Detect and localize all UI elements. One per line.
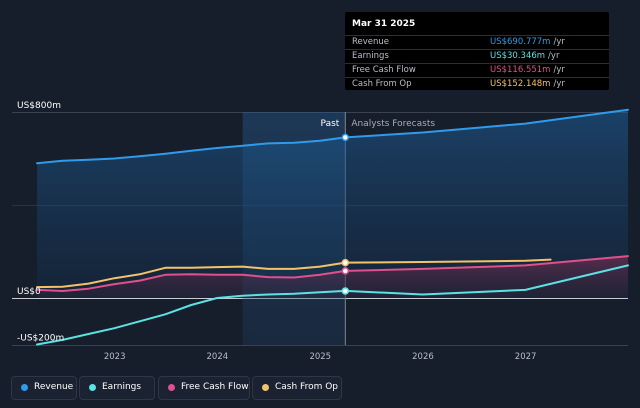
free-cash-flow-area — [37, 256, 628, 298]
legend-label: Earnings — [102, 382, 142, 392]
x-tick-label: 2024 — [207, 352, 229, 362]
tooltip-value-text: US$30.346m — [490, 51, 546, 61]
tooltip-row-revenue: Revenue US$690.777m/yr — [345, 35, 609, 49]
series-line-cash-from-op — [36, 258, 552, 289]
tooltip-unit: /yr — [553, 79, 565, 89]
tooltip-unit: /yr — [553, 65, 565, 75]
past-label: Past — [321, 119, 340, 129]
point-marker-earnings — [341, 287, 350, 295]
tooltip-value-text: US$116.551m — [490, 65, 551, 75]
forecast-label: Analysts Forecasts — [351, 119, 435, 129]
x-tick-label: 2025 — [309, 352, 331, 362]
tooltip-value-text: US$690.777m — [490, 37, 551, 47]
series-line-earnings — [36, 264, 629, 346]
legend-label: Free Cash Flow — [181, 382, 249, 392]
legend-item-free-cash-flow[interactable]: Free Cash Flow — [158, 376, 250, 400]
tooltip-row-earnings: Earnings US$30.346m/yr — [345, 49, 609, 63]
y-tick-label: -US$200m — [17, 334, 64, 344]
y-tick-label: US$800m — [17, 101, 61, 111]
legend-dot-icon — [262, 384, 269, 391]
tooltip-label: Revenue — [352, 37, 390, 47]
legend-dot-icon — [21, 384, 28, 391]
legend-dot-icon — [89, 384, 96, 391]
legend-item-earnings[interactable]: Earnings — [79, 376, 155, 400]
legend-dot-icon — [168, 384, 175, 391]
tooltip-row-free-cash-flow: Free Cash Flow US$116.551m/yr — [345, 63, 609, 77]
legend-item-revenue[interactable]: Revenue — [11, 376, 77, 400]
tooltip-date: Mar 31 2025 — [352, 19, 416, 29]
tooltip-value-text: US$152.148m — [490, 79, 551, 89]
legend-label: Revenue — [34, 382, 74, 392]
series-line-free-cash-flow — [36, 255, 629, 292]
tooltip-value: US$690.777m/yr — [490, 37, 565, 47]
legend-label: Cash From Op — [275, 382, 339, 392]
tooltip-label: Free Cash Flow — [352, 65, 416, 75]
point-marker-free-cash-flow — [341, 267, 350, 275]
tooltip-unit: /yr — [553, 37, 565, 47]
tooltip-row-cash-from-op: Cash From Op US$152.148m/yr — [345, 77, 609, 91]
tooltip-label: Earnings — [352, 51, 389, 61]
revenue-area — [37, 109, 628, 298]
x-tick-label: 2023 — [104, 352, 126, 362]
tooltip-value: US$116.551m/yr — [490, 65, 565, 75]
legend-item-cash-from-op[interactable]: Cash From Op — [252, 376, 342, 400]
tooltip-value: US$152.148m/yr — [490, 79, 565, 89]
tooltip-panel: Mar 31 2025 Revenue US$690.777m/yr Earni… — [345, 12, 609, 90]
tooltip-unit: /yr — [548, 51, 560, 61]
x-tick-label: 2027 — [515, 352, 537, 362]
point-marker-revenue — [341, 133, 350, 142]
tooltip-label: Cash From Op — [352, 79, 412, 89]
series-line-revenue — [36, 108, 629, 165]
x-tick-label: 2026 — [412, 352, 434, 362]
tooltip-value: US$30.346m/yr — [490, 51, 559, 61]
y-tick-label: US$0 — [17, 287, 41, 297]
point-marker-cash-from-op — [341, 258, 350, 267]
